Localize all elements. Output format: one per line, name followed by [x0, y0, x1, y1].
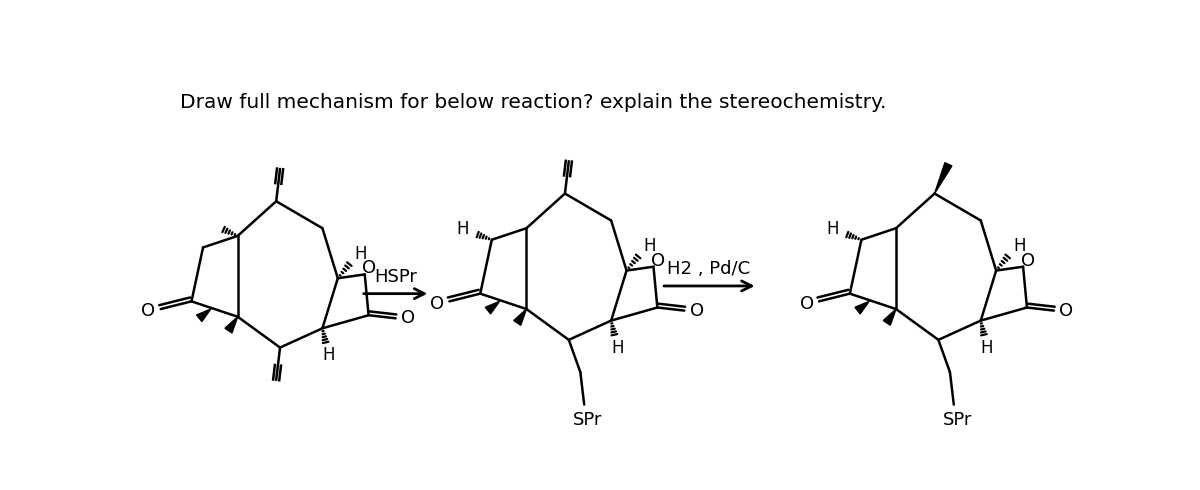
Text: O: O: [430, 294, 444, 313]
Text: O: O: [690, 301, 703, 319]
Text: O: O: [1060, 301, 1073, 319]
Text: SPr: SPr: [943, 411, 972, 429]
Text: O: O: [362, 259, 377, 277]
Text: H: H: [611, 339, 624, 357]
Text: H: H: [643, 237, 656, 255]
Polygon shape: [197, 309, 211, 321]
Text: H: H: [456, 220, 469, 238]
Text: SPr: SPr: [574, 411, 602, 429]
Polygon shape: [485, 301, 499, 314]
Text: O: O: [401, 309, 415, 327]
Polygon shape: [935, 163, 952, 194]
Text: HSPr: HSPr: [374, 268, 416, 286]
Text: O: O: [142, 302, 156, 320]
Text: H: H: [826, 220, 839, 238]
Polygon shape: [883, 309, 896, 325]
Text: O: O: [799, 294, 814, 313]
Text: Draw full mechanism for below reaction? explain the stereochemistry.: Draw full mechanism for below reaction? …: [180, 94, 887, 112]
Text: O: O: [652, 251, 665, 270]
Text: H2 , Pd/C: H2 , Pd/C: [667, 260, 750, 278]
Polygon shape: [224, 317, 238, 333]
Polygon shape: [514, 309, 527, 325]
Text: H: H: [1013, 237, 1026, 255]
Text: H: H: [980, 339, 994, 357]
Text: H: H: [355, 245, 367, 263]
Text: O: O: [1021, 251, 1034, 270]
Text: H: H: [323, 346, 335, 364]
Polygon shape: [854, 301, 869, 314]
